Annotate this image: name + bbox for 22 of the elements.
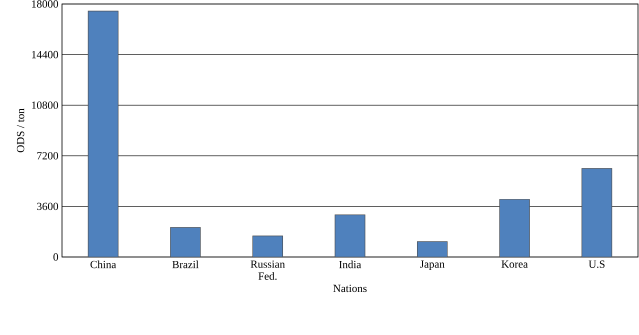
x-axis-title: Nations xyxy=(333,284,367,292)
bar xyxy=(334,214,366,257)
x-tick-label: U.S xyxy=(588,260,605,268)
x-tick-label: Brazil xyxy=(172,260,199,268)
x-tick-label: China xyxy=(90,260,116,268)
y-tick-label: 18000 xyxy=(32,0,58,8)
y-tick-label: 3600 xyxy=(37,202,58,210)
y-tick-label: 10800 xyxy=(32,102,58,109)
y-axis-title: ODS / ton xyxy=(16,108,24,152)
x-tick-label: Japan xyxy=(420,260,445,270)
bar xyxy=(582,168,612,257)
x-tick-label: Korea xyxy=(502,260,528,268)
bar xyxy=(252,236,284,257)
bar xyxy=(88,10,118,257)
bar xyxy=(416,241,448,257)
y-tick-label: 0 xyxy=(53,253,58,261)
y-tick-label: 14400 xyxy=(32,50,58,58)
y-tick-label: 7200 xyxy=(37,152,58,160)
bar xyxy=(170,227,201,257)
x-tick-label: India xyxy=(339,260,362,268)
bar xyxy=(499,199,530,257)
x-tick-label: Russian Fed. xyxy=(250,260,285,280)
